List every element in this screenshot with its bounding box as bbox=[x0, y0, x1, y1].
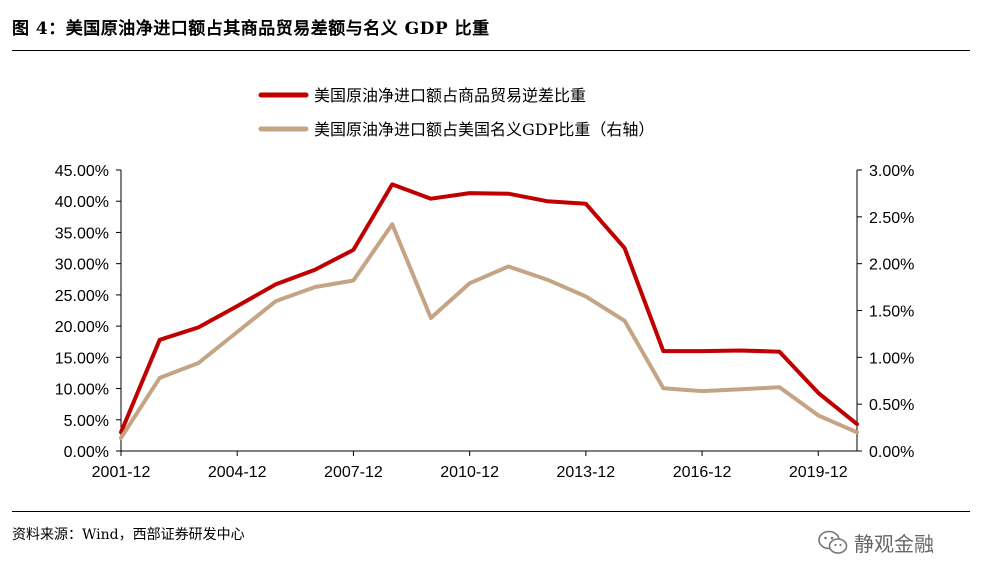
legend-label-2: 美国原油净进口额占美国名义GDP比重（右轴） bbox=[314, 120, 654, 139]
legend-label-1: 美国原油净进口额占商品贸易逆差比重 bbox=[314, 86, 586, 105]
chart-tick-labels: 0.00% 5.00% 10.00% 15.00% 20.00% 25.00% 30.00%… bbox=[55, 163, 915, 481]
right-tick-label: 3.00% bbox=[869, 163, 914, 180]
x-tick-label: 2013-12 bbox=[556, 464, 615, 481]
x-tick-label: 2007-12 bbox=[324, 464, 383, 481]
watermark: 静观金融 bbox=[818, 528, 934, 557]
left-tick-label: 40.00% bbox=[55, 194, 109, 211]
wechat-icon bbox=[818, 530, 848, 554]
bottom-rule bbox=[12, 511, 970, 512]
right-tick-label: 1.50% bbox=[869, 304, 914, 321]
left-tick-label: 0.00% bbox=[64, 444, 109, 461]
left-tick-label: 35.00% bbox=[55, 225, 109, 242]
x-tick-label: 2019-12 bbox=[789, 464, 848, 481]
chart-series bbox=[119, 182, 859, 440]
source-note: 资料来源：Wind，西部证券研发中心 bbox=[12, 527, 245, 543]
right-tick-label: 2.50% bbox=[869, 210, 914, 227]
right-tick-label: 1.00% bbox=[869, 350, 914, 367]
x-tick-label: 2001-12 bbox=[92, 464, 151, 481]
chart-axes bbox=[116, 169, 862, 456]
figure-title: 图 4：美国原油净进口额占其商品贸易差额与名义 GDP 比重 bbox=[12, 19, 490, 39]
x-tick-label: 2016-12 bbox=[673, 464, 732, 481]
right-tick-label: 0.50% bbox=[869, 397, 914, 414]
x-tick-label: 2004-12 bbox=[208, 464, 267, 481]
left-tick-label: 15.00% bbox=[55, 350, 109, 367]
right-tick-label: 0.00% bbox=[869, 444, 914, 461]
left-tick-label: 25.00% bbox=[55, 288, 109, 305]
x-tick-label: 2010-12 bbox=[440, 464, 499, 481]
left-tick-label: 5.00% bbox=[64, 413, 109, 430]
left-tick-label: 20.00% bbox=[55, 319, 109, 336]
left-tick-label: 30.00% bbox=[55, 257, 109, 274]
series-line-1 bbox=[119, 182, 859, 435]
top-rule bbox=[12, 50, 970, 51]
left-tick-label: 45.00% bbox=[55, 163, 109, 180]
left-tick-label: 10.00% bbox=[55, 382, 109, 399]
series-line-2 bbox=[119, 222, 859, 440]
watermark-text: 静观金融 bbox=[854, 532, 934, 556]
right-tick-label: 2.00% bbox=[869, 257, 914, 274]
